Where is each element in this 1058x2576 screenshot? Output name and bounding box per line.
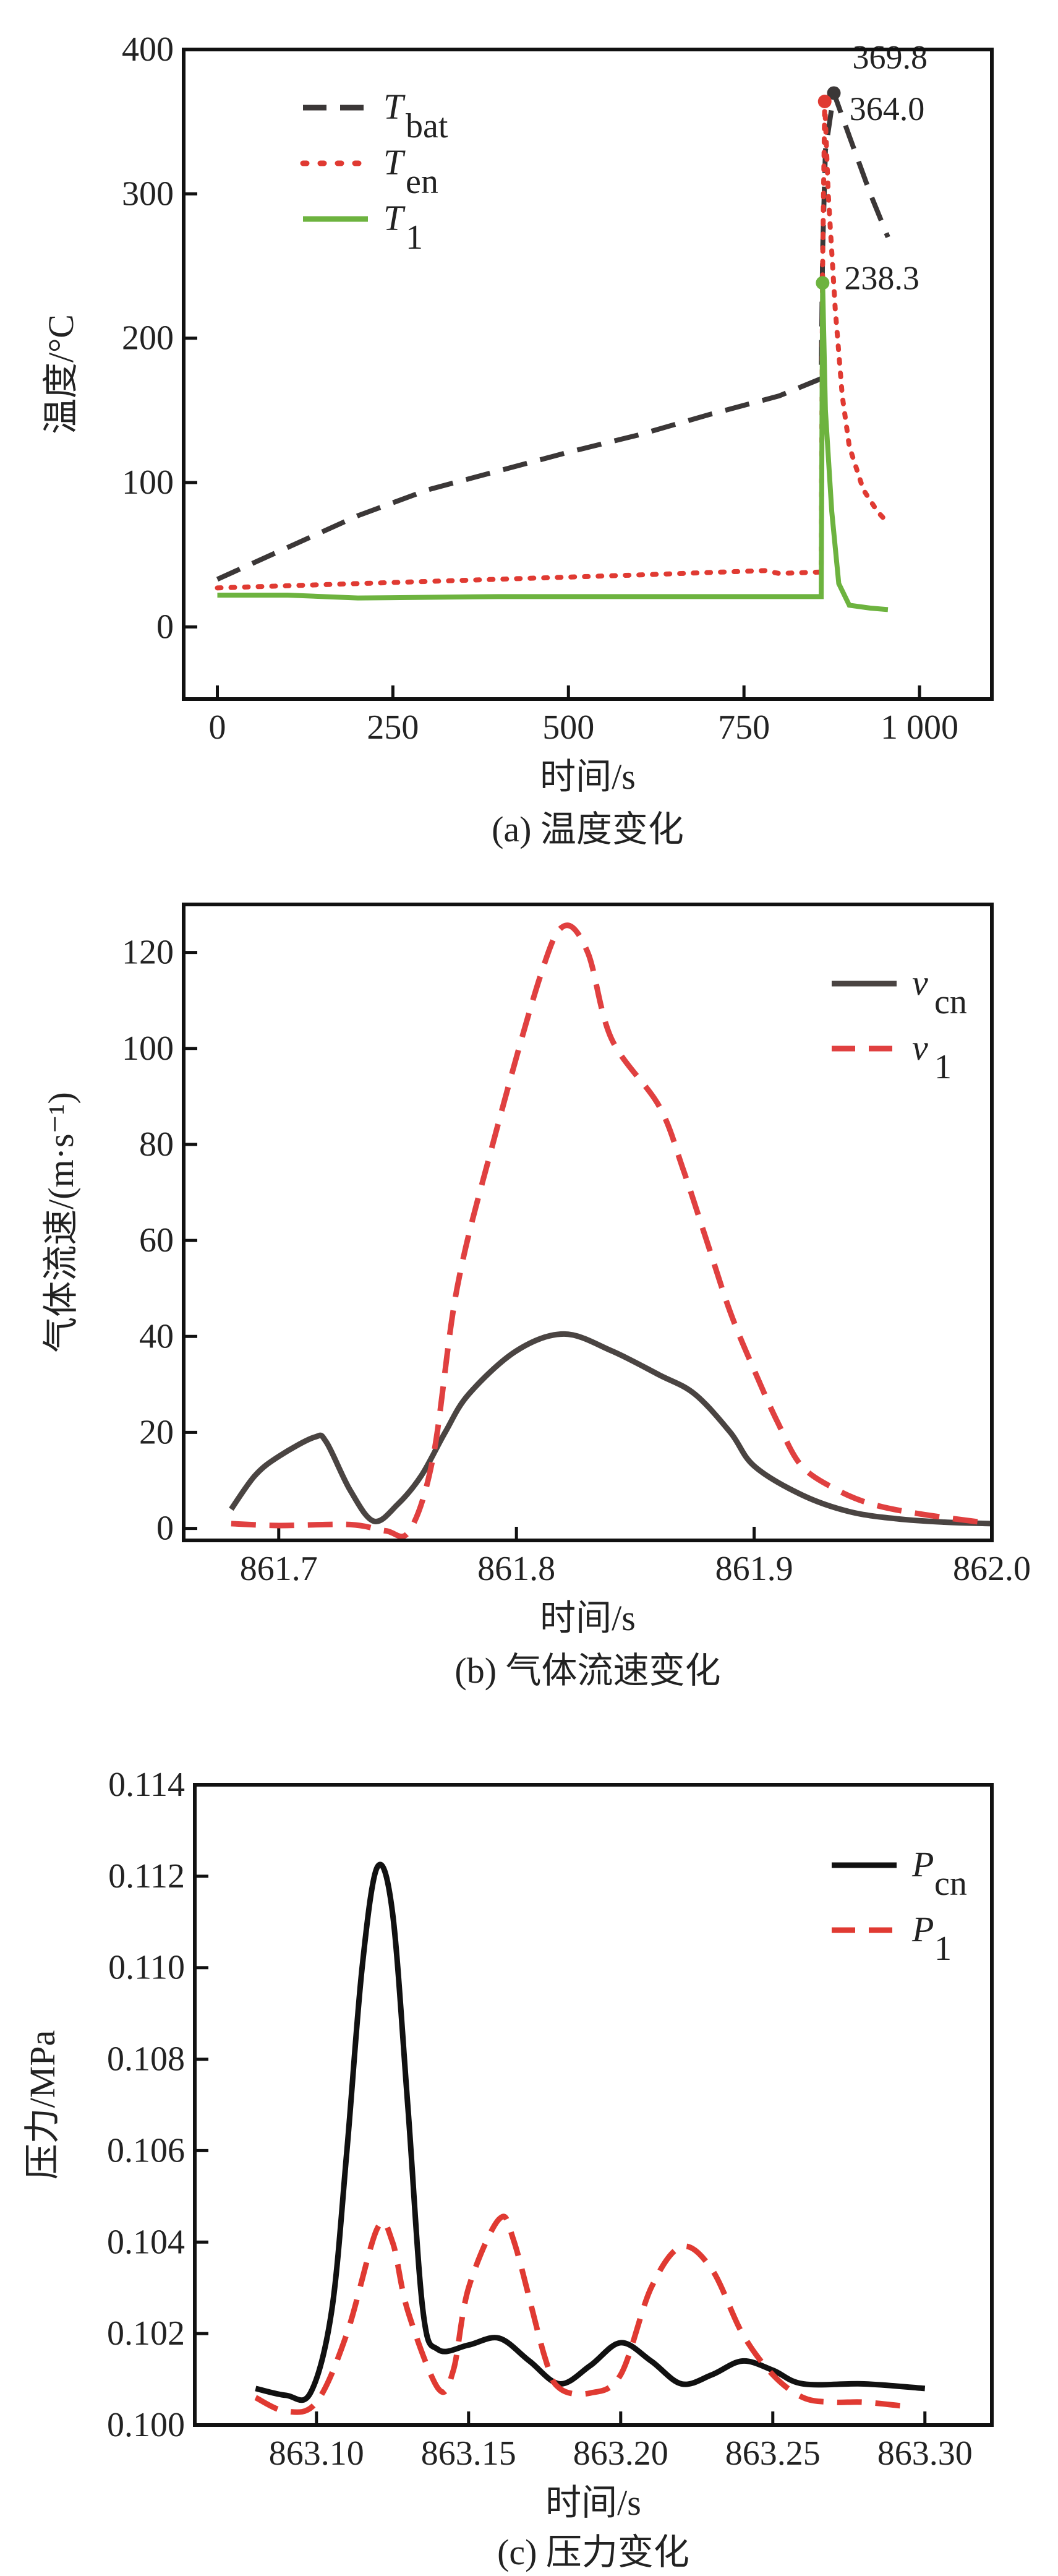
peak-annotation: 238.3 (844, 259, 919, 296)
peak-annotation: 369.8 (853, 38, 928, 75)
y-axis-label: 气体流速/(m·s⁻¹) (41, 1092, 81, 1353)
x-tick-label: 861.9 (715, 1550, 793, 1588)
x-tick-label: 500 (542, 708, 594, 747)
legend-label: T (383, 142, 406, 182)
y-tick-label: 200 (122, 319, 174, 358)
legend-subscript: 1 (934, 1930, 952, 1968)
y-tick-label: 100 (122, 463, 174, 502)
series-line-Tbat (216, 92, 890, 582)
x-tick-label: 861.7 (240, 1550, 318, 1588)
chart-caption: (c) 压力变化 (497, 2532, 689, 2572)
x-tick-label: 862.0 (953, 1550, 1031, 1588)
peak-marker (817, 95, 832, 108)
chart-caption: (b) 气体流速变化 (454, 1651, 720, 1691)
x-tick-label: 250 (367, 708, 419, 747)
y-tick-label: 0.100 (107, 2406, 185, 2444)
peak-annotation: 364.0 (850, 90, 925, 127)
peak-marker (827, 86, 841, 100)
legend-subscript: cn (934, 1865, 967, 1903)
peak-marker (816, 276, 830, 290)
plot-frame (193, 1783, 994, 2427)
y-tick-label: 0.114 (108, 1766, 185, 1804)
legend-label: T (383, 198, 406, 238)
y-tick-label: 0 (156, 1509, 174, 1548)
y-tick-label: 80 (139, 1125, 174, 1164)
series-line-T1 (217, 283, 889, 612)
y-tick-label: 0.106 (107, 2131, 185, 2170)
x-tick-label: 1 000 (881, 708, 958, 747)
legend-label: P (911, 1909, 934, 1949)
y-axis-label: 温度/°C (41, 314, 81, 434)
y-tick-label: 0.110 (108, 1949, 185, 1987)
x-tick-label: 750 (718, 708, 770, 747)
y-tick-label: 0.102 (107, 2314, 185, 2353)
chart-caption: (a) 温度变化 (492, 809, 684, 849)
legend-label: P (911, 1844, 934, 1884)
legend-subscript: en (406, 163, 438, 201)
legend-subscript: bat (406, 107, 448, 145)
series-line-Pcn (255, 1861, 926, 2403)
x-tick-label: 863.30 (877, 2434, 973, 2473)
y-tick-label: 400 (122, 30, 174, 69)
x-tick-label: 863.25 (725, 2434, 821, 2473)
x-tick-label: 861.8 (477, 1550, 555, 1588)
series-line-Ten (215, 101, 890, 591)
y-tick-label: 0.104 (107, 2223, 185, 2261)
legend-label: v (912, 963, 928, 1003)
y-tick-label: 0 (156, 608, 174, 646)
legend-label: v (912, 1028, 928, 1068)
x-axis-label: 时间/s (540, 757, 636, 797)
y-tick-label: 0.108 (107, 2040, 185, 2079)
y-tick-label: 60 (139, 1221, 174, 1260)
x-tick-label: 0 (209, 708, 226, 747)
series-line-vcn (229, 1331, 992, 1527)
y-tick-label: 120 (122, 934, 174, 972)
plot-frame (182, 48, 994, 701)
x-tick-label: 863.20 (573, 2434, 668, 2473)
x-tick-label: 863.15 (421, 2434, 516, 2473)
plot-frame (182, 903, 994, 1542)
y-tick-label: 20 (139, 1413, 174, 1451)
y-tick-label: 40 (139, 1317, 174, 1355)
legend-subscript: 1 (406, 218, 423, 257)
y-tick-label: 300 (122, 174, 174, 213)
legend-subscript: cn (934, 983, 967, 1021)
x-axis-label: 时间/s (545, 2483, 641, 2523)
x-axis-label: 时间/s (540, 1598, 636, 1638)
series-line-P1 (254, 2213, 910, 2415)
legend-label: T (383, 87, 406, 127)
y-axis-label: 压力/MPa (22, 2030, 62, 2180)
series-line-v1 (231, 922, 992, 1540)
y-tick-label: 0.112 (108, 1857, 185, 1896)
chart-c: 863.10 863.15 863.20 863.25 863.30 0.100 0.102… (22, 1766, 994, 2572)
x-tick-label: 863.10 (269, 2434, 364, 2473)
legend-subscript: 1 (934, 1048, 952, 1086)
y-tick-label: 100 (122, 1029, 174, 1068)
